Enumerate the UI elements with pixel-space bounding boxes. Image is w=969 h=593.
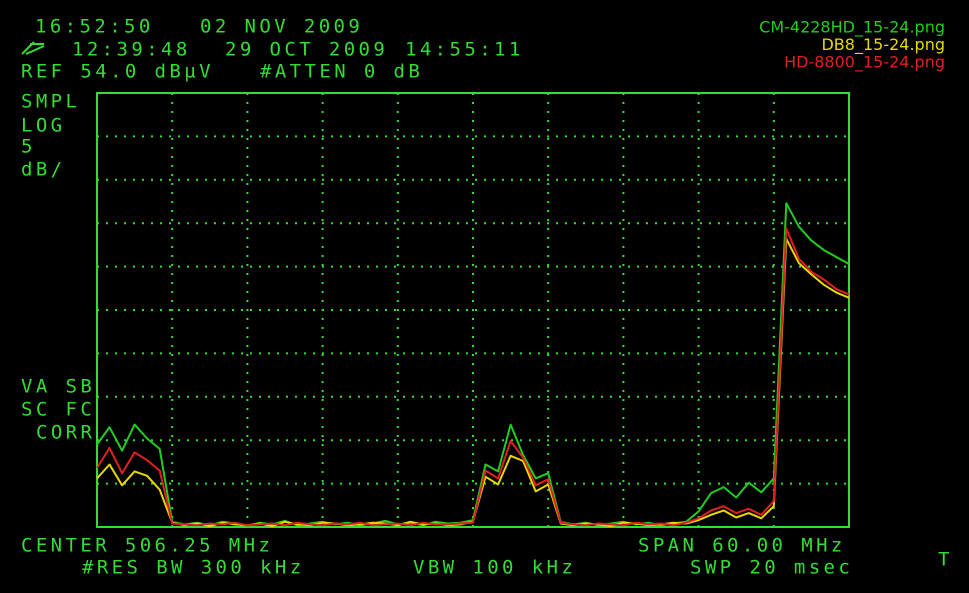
legend-entry: DB8_15-24.png [821, 35, 945, 55]
resolution-bandwidth: #RES BW 300 kHz [82, 557, 305, 579]
flag: CORR [36, 422, 95, 444]
trace [96, 227, 850, 527]
scale-unit: dB/ [21, 159, 66, 181]
sweep-time: SWP 20 msec [690, 557, 853, 579]
date: 02 NOV 2009 [200, 16, 363, 38]
recall-icon [21, 41, 45, 55]
trigger: T [938, 549, 953, 571]
recall-time: 12:39:48 [72, 39, 191, 61]
recall-date: 29 OCT 2009 [225, 39, 388, 61]
legend-entry: CM-4228HD_15-24.png [759, 18, 945, 38]
video-bandwidth: VBW 100 kHz [413, 557, 576, 579]
span: SPAN 60.00 MHz [638, 535, 846, 557]
detector: SMPL [21, 91, 80, 113]
center-frequency: CENTER 506.25 MHz [21, 535, 273, 557]
clock: 16:52:50 [35, 16, 154, 38]
recall-clock: 14:55:11 [405, 39, 524, 61]
flag: SC FC [21, 399, 95, 421]
legend-entry: HD-8800_15-24.png [784, 53, 945, 73]
scale-per-div: 5 [21, 136, 36, 158]
scale-type: LOG [21, 115, 66, 137]
flag: VA SB [21, 376, 95, 398]
ref-level: REF 54.0 dBµV [21, 61, 214, 83]
attenuation: #ATTEN 0 dB [260, 61, 423, 83]
